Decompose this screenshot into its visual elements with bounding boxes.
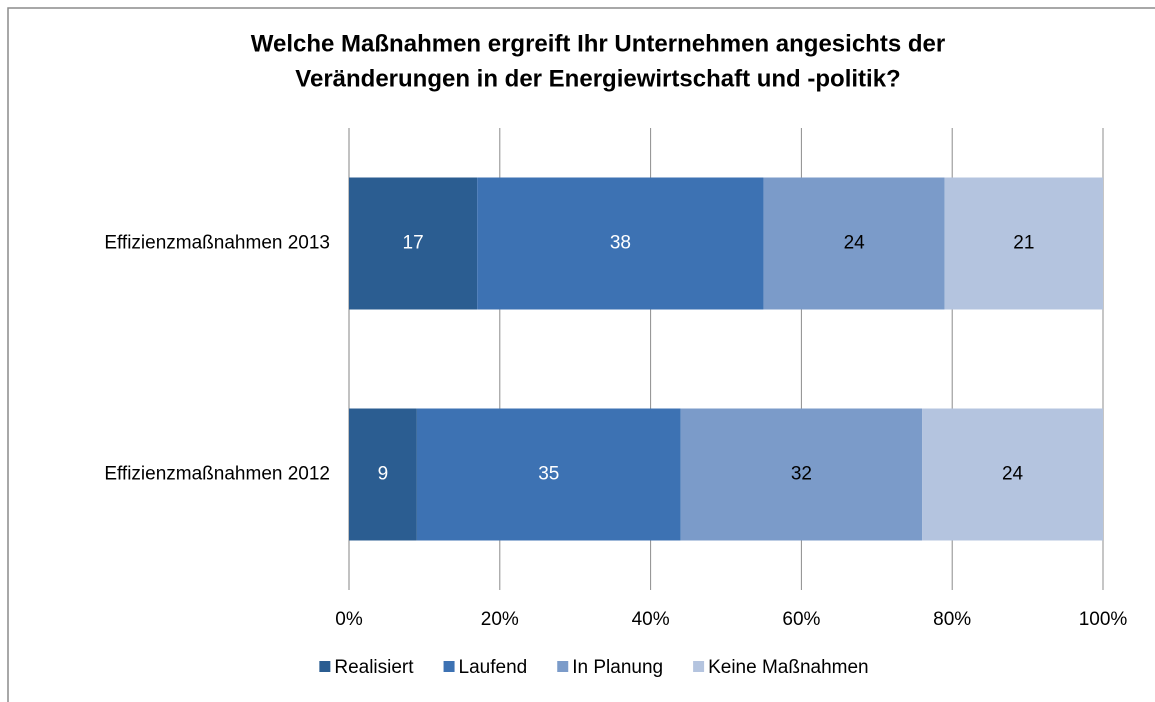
legend-swatch	[443, 661, 455, 672]
legend-swatch	[319, 661, 331, 672]
data-label: 24	[844, 233, 866, 254]
x-tick-label: 40%	[632, 609, 670, 630]
chart-title: Veränderungen in der Energiewirtschaft u…	[295, 65, 900, 92]
data-label: 35	[538, 464, 559, 485]
legend-swatch	[557, 661, 569, 672]
legend-label: Keine Maßnahmen	[708, 657, 869, 678]
bar-segment	[349, 177, 478, 310]
bar-segment	[944, 177, 1103, 310]
x-tick-label: 60%	[782, 609, 820, 630]
chart-border	[7, 7, 1155, 702]
legend-swatch	[693, 661, 705, 672]
data-label: 9	[378, 464, 389, 485]
legend-label: In Planung	[572, 657, 663, 678]
chart-title: Welche Maßnahmen ergreift Ihr Unternehme…	[251, 30, 945, 57]
bar-segment	[477, 177, 764, 310]
data-label: 24	[1002, 464, 1024, 485]
bar-segment	[922, 408, 1103, 541]
x-tick-label: 20%	[481, 609, 519, 630]
x-tick-label: 0%	[335, 609, 363, 630]
y-tick-label: Effizienzmaßnahmen 2013	[104, 233, 330, 254]
x-tick-label: 80%	[933, 609, 971, 630]
bar-segment	[680, 408, 923, 541]
data-label: 38	[610, 233, 631, 254]
legend-label: Realisiert	[334, 657, 414, 678]
bar-segment	[416, 408, 681, 541]
data-label: 21	[1013, 233, 1034, 254]
x-tick-label: 100%	[1079, 609, 1128, 630]
y-tick-label: Effizienzmaßnahmen 2012	[104, 464, 330, 485]
data-label: 17	[403, 233, 424, 254]
data-label: 32	[791, 464, 812, 485]
legend-label: Laufend	[459, 657, 528, 678]
bar-segment	[763, 177, 945, 310]
bar-segment	[349, 408, 417, 541]
